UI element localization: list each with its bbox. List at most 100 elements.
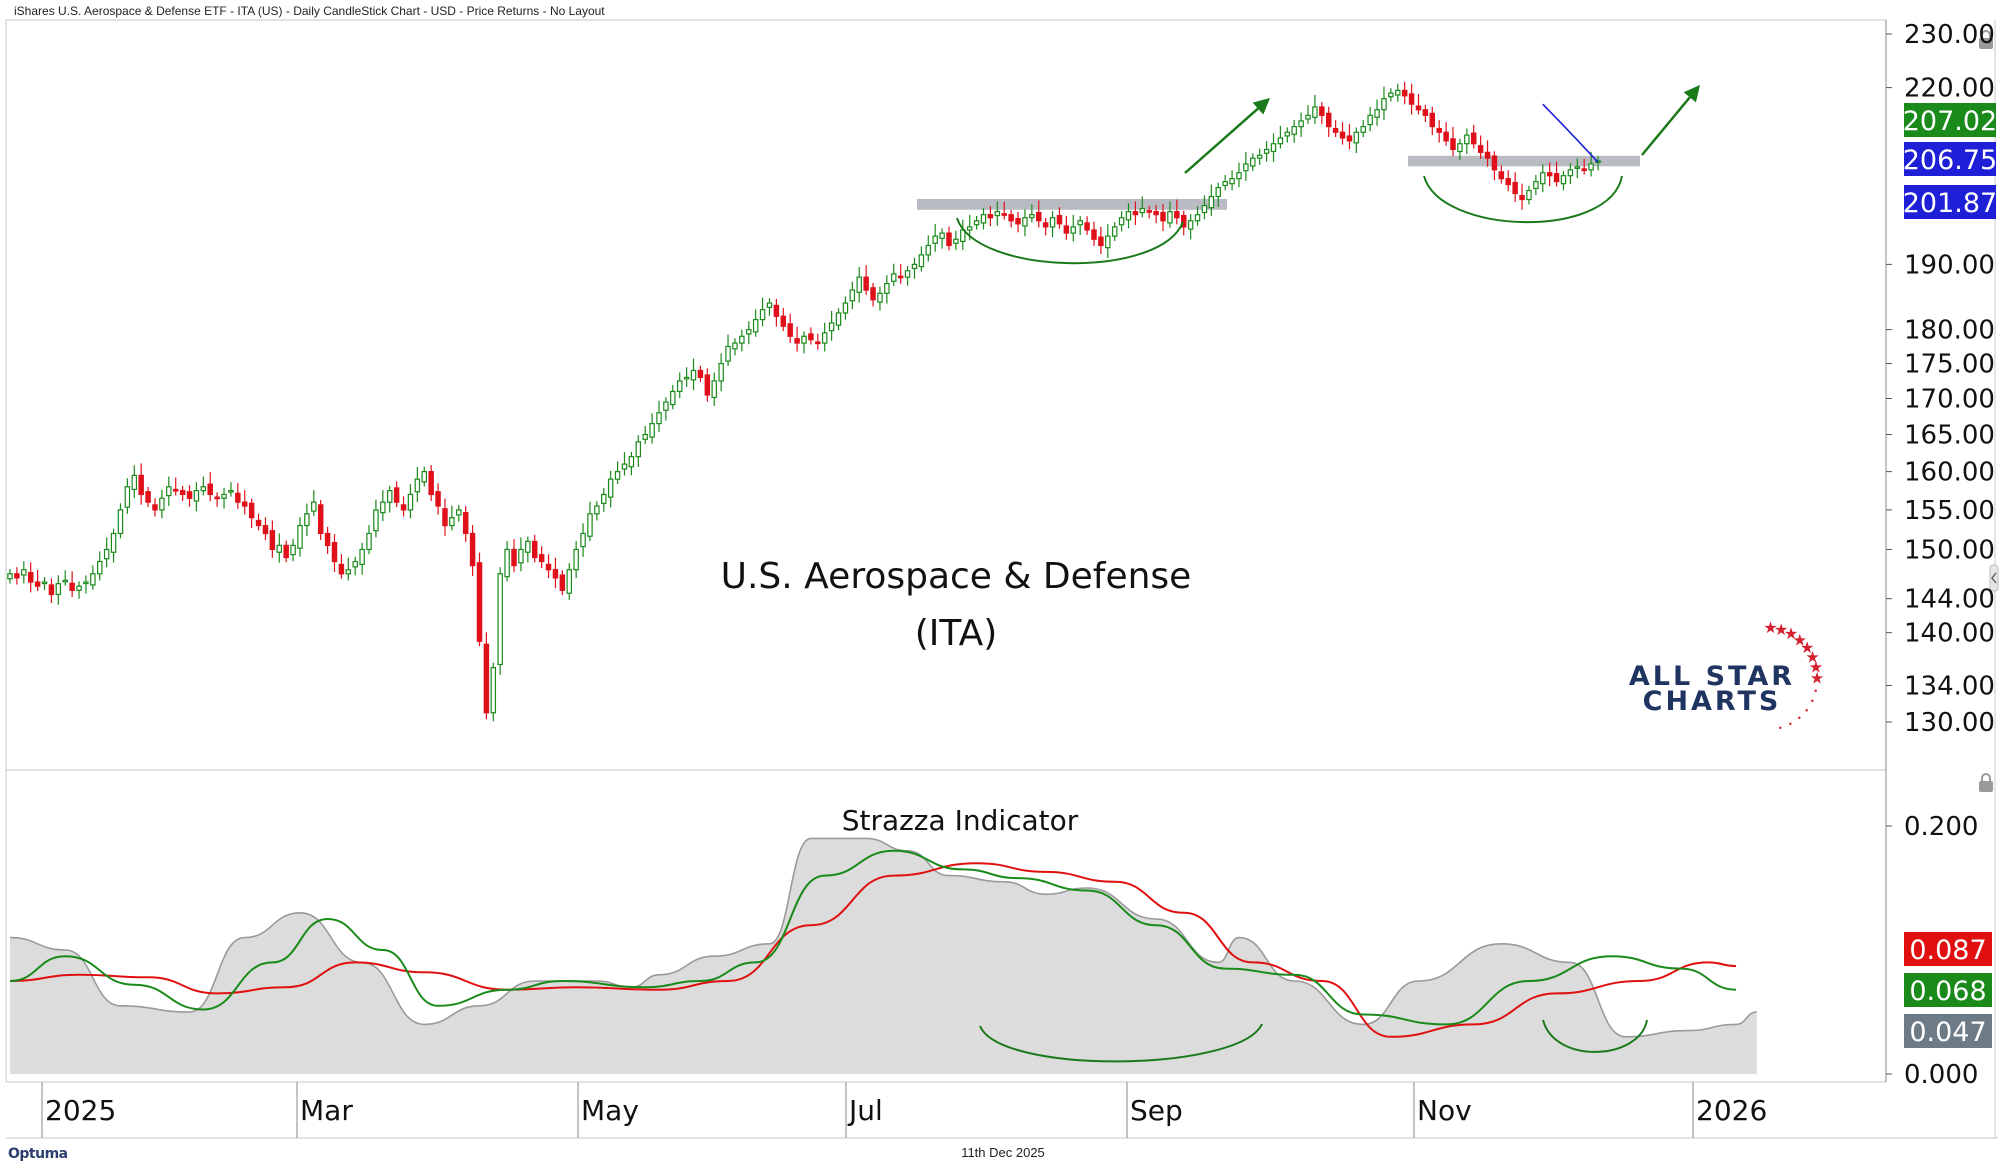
candle-body-up <box>373 509 379 532</box>
candle-body-up <box>1533 181 1539 190</box>
candle-body-up <box>83 581 89 585</box>
candle-body-up <box>1256 154 1263 159</box>
candle-body-up <box>221 493 227 499</box>
candle <box>676 372 683 399</box>
candle-body-up <box>1277 137 1284 145</box>
candle <box>317 500 324 541</box>
candle <box>580 523 586 557</box>
svg-text:ALL STAR: ALL STAR <box>1629 661 1795 692</box>
candle-body-up <box>166 486 172 497</box>
candle-body-up <box>1208 195 1215 209</box>
price-badge-label: 207.02 <box>1903 106 1997 137</box>
price-tick-label: 130.00 <box>1904 708 1995 738</box>
candle-body-down <box>138 474 144 496</box>
candle <box>614 461 621 485</box>
candle <box>835 308 842 331</box>
candle-body-down <box>1132 211 1139 216</box>
candle <box>1422 104 1429 122</box>
candle <box>525 536 531 563</box>
candle <box>103 537 110 568</box>
candle <box>849 281 856 310</box>
candle-body-up <box>1305 114 1311 120</box>
indicator-arc-annotation <box>979 1023 1263 1063</box>
candle-body-up <box>7 573 13 580</box>
signal-red-line <box>9 862 1737 1038</box>
candle-body-down <box>393 487 400 503</box>
candle-body-up <box>580 532 586 548</box>
candle <box>808 327 814 345</box>
indicator-tick-label: 0.200 <box>1904 812 1978 842</box>
candle-body-up <box>525 540 531 553</box>
candle-body-down <box>773 304 780 317</box>
signal-green-line <box>9 849 1737 1026</box>
candle-body-up <box>725 345 731 362</box>
candle-body-up <box>1194 214 1201 222</box>
candle <box>1470 124 1477 149</box>
candle-body-down <box>428 471 434 496</box>
candle <box>41 577 48 590</box>
candle <box>897 264 904 284</box>
candle-body-up <box>1574 166 1581 169</box>
candle-body-up <box>359 548 365 566</box>
candle <box>207 472 213 502</box>
candle-body-down <box>69 582 75 591</box>
resistance-zone <box>917 198 1227 210</box>
candle-body-down <box>1001 213 1007 216</box>
candle <box>1429 106 1436 136</box>
candle-body-down <box>1063 225 1070 234</box>
candle-body-up <box>407 493 414 511</box>
lock-icon[interactable] <box>1979 30 1993 49</box>
candle-body-up <box>1457 143 1463 153</box>
candle-body-down <box>1042 222 1049 228</box>
candle <box>1084 216 1090 235</box>
candle-body-up <box>297 524 303 549</box>
price-tick-label: 160.00 <box>1904 458 1995 488</box>
base-arc-annotation <box>1423 175 1623 224</box>
candle-body-up <box>1588 163 1594 171</box>
candle <box>953 230 959 250</box>
indicator-area-fill <box>10 838 1757 1074</box>
candle-body-up <box>380 501 386 514</box>
base-arc-annotation <box>956 217 1184 265</box>
candle <box>1477 135 1484 159</box>
price-tick-label: 180.00 <box>1904 316 1995 346</box>
candle-body-down <box>1408 93 1415 105</box>
candle-body-down <box>1512 181 1518 195</box>
candle-body-down <box>283 544 289 559</box>
candle-body-up <box>290 544 296 556</box>
candle <box>642 426 648 445</box>
candle <box>476 552 483 647</box>
price-tick-label: 175.00 <box>1904 350 1995 380</box>
candle <box>83 575 89 594</box>
candle-body-up <box>835 312 842 326</box>
candle-body-up <box>1353 131 1360 144</box>
candle-body-up <box>1070 226 1077 234</box>
candle <box>1450 126 1456 157</box>
candle <box>179 485 186 502</box>
logo-star-icon: ★ <box>1800 640 1814 657</box>
candle-body-down <box>1429 112 1436 128</box>
candle-body-up <box>1388 92 1394 98</box>
candle <box>214 492 220 507</box>
candle-body-up <box>628 456 635 468</box>
candle <box>242 490 248 515</box>
candle-body-up <box>1464 134 1470 145</box>
candle <box>1484 140 1491 167</box>
candle-body-up <box>1049 217 1056 228</box>
candle-body-up <box>877 292 883 303</box>
candle <box>1325 106 1332 137</box>
lock-icon[interactable] <box>1979 773 1993 792</box>
candle-body-up <box>1381 98 1387 111</box>
candle <box>1001 201 1007 220</box>
candle <box>504 541 510 582</box>
candle <box>566 563 572 600</box>
candle <box>704 368 711 402</box>
candle <box>14 567 20 585</box>
candle-body-up <box>649 422 655 438</box>
candle-body-down <box>483 643 490 714</box>
candle <box>863 265 869 295</box>
collapse-handle-icon[interactable] <box>1989 564 1999 592</box>
candle-body-down <box>214 496 220 500</box>
candle <box>21 561 27 584</box>
candle <box>801 331 807 354</box>
